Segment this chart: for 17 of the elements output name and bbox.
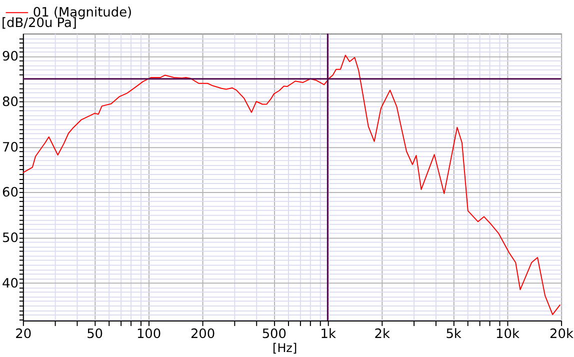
x-tick-label: 20k xyxy=(550,326,574,342)
y-tick-label: 70 xyxy=(2,140,18,156)
y-tick-label: 80 xyxy=(2,95,18,110)
x-tick-label: 200 xyxy=(190,326,216,342)
y-tick-label: 90 xyxy=(2,50,18,65)
x-axis-title: [Hz] xyxy=(272,340,298,355)
x-tick-label: 2k xyxy=(374,326,391,342)
y-tick-label: 50 xyxy=(2,231,18,246)
y-tick-label: 60 xyxy=(2,186,18,201)
x-tick-label: 500 xyxy=(262,326,287,342)
x-tick-label: 1k xyxy=(320,326,337,342)
x-tick-label: 20 xyxy=(15,326,32,342)
x-tick-label: 100 xyxy=(136,326,162,342)
x-tick-label: 5k xyxy=(446,326,462,342)
y-tick-label: 40 xyxy=(2,276,18,292)
x-tick-label: 50 xyxy=(86,326,104,342)
x-tick-label: 10k xyxy=(496,326,520,342)
